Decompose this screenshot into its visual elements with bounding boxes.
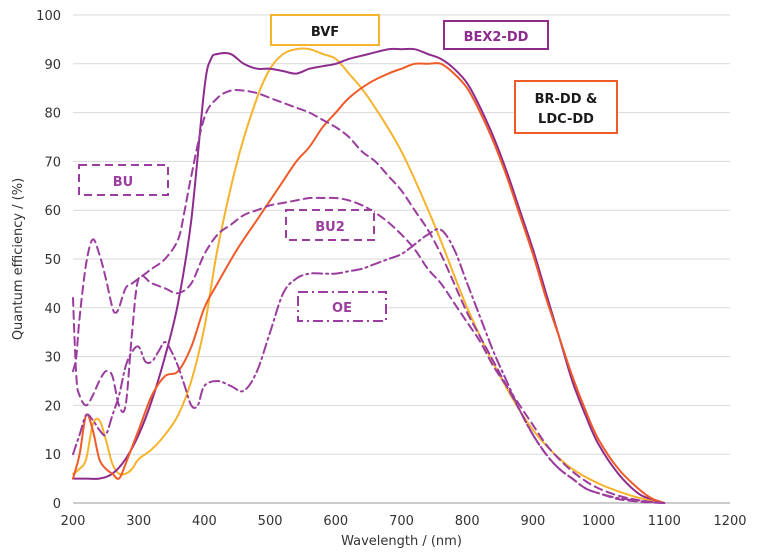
label-oe-text: OE [332, 301, 352, 316]
x-axis-label: Wavelength / (nm) [341, 534, 462, 549]
x-tick-label: 300 [126, 514, 151, 529]
y-tick-label: 30 [44, 351, 61, 366]
x-tick-label: 500 [258, 514, 283, 529]
y-tick-label: 100 [36, 9, 61, 24]
label-brdd-line2: LDC-DD [538, 112, 594, 127]
y-tick-label: 90 [44, 58, 61, 73]
series-lines [72, 47, 666, 504]
x-tick-label: 200 [61, 514, 86, 529]
y-axis-label: Quantum efficiency / (%) [11, 178, 26, 340]
label-bvf: BVF [270, 14, 380, 46]
x-tick-label: 1200 [713, 514, 746, 529]
x-tick-label: 400 [192, 514, 217, 529]
label-oe: OE [297, 291, 387, 322]
y-tick-label: 0 [53, 497, 61, 512]
y-tick-label: 80 [44, 107, 61, 122]
label-brdd: BR-DD & LDC-DD [514, 80, 618, 134]
y-tick-label: 10 [44, 448, 61, 463]
series-line-oe [72, 228, 666, 504]
series-line-bu2 [72, 196, 666, 504]
grid-lines [73, 14, 730, 504]
label-brdd-line1: BR-DD & [535, 92, 598, 107]
x-tick-label: 900 [520, 514, 545, 529]
x-tick-label: 700 [389, 514, 414, 529]
label-bex2: BEX2-DD [443, 20, 549, 50]
y-tick-label: 40 [44, 302, 61, 317]
y-tick-label: 70 [44, 155, 61, 170]
label-bu2-text: BU2 [315, 220, 345, 235]
label-bu2: BU2 [285, 209, 375, 241]
label-bu: BU [78, 164, 169, 196]
y-tick-label: 20 [44, 399, 61, 414]
y-tick-label: 50 [44, 253, 61, 268]
y-tick-label: 60 [44, 204, 61, 219]
label-bu-text: BU [113, 175, 133, 190]
series-line-bu [72, 88, 666, 504]
x-tick-label: 600 [323, 514, 348, 529]
axes: 0 10 20 30 40 50 60 70 80 90 100 200 300 400 500 600 700… [11, 9, 747, 549]
label-bvf-text: BVF [311, 25, 339, 40]
series-line-br-dd-ldc-dd [72, 62, 666, 504]
x-tick-label: 800 [455, 514, 480, 529]
x-tick-label: 1000 [582, 514, 615, 529]
label-bex2-text: BEX2-DD [464, 30, 529, 45]
x-tick-label: 1100 [648, 514, 681, 529]
